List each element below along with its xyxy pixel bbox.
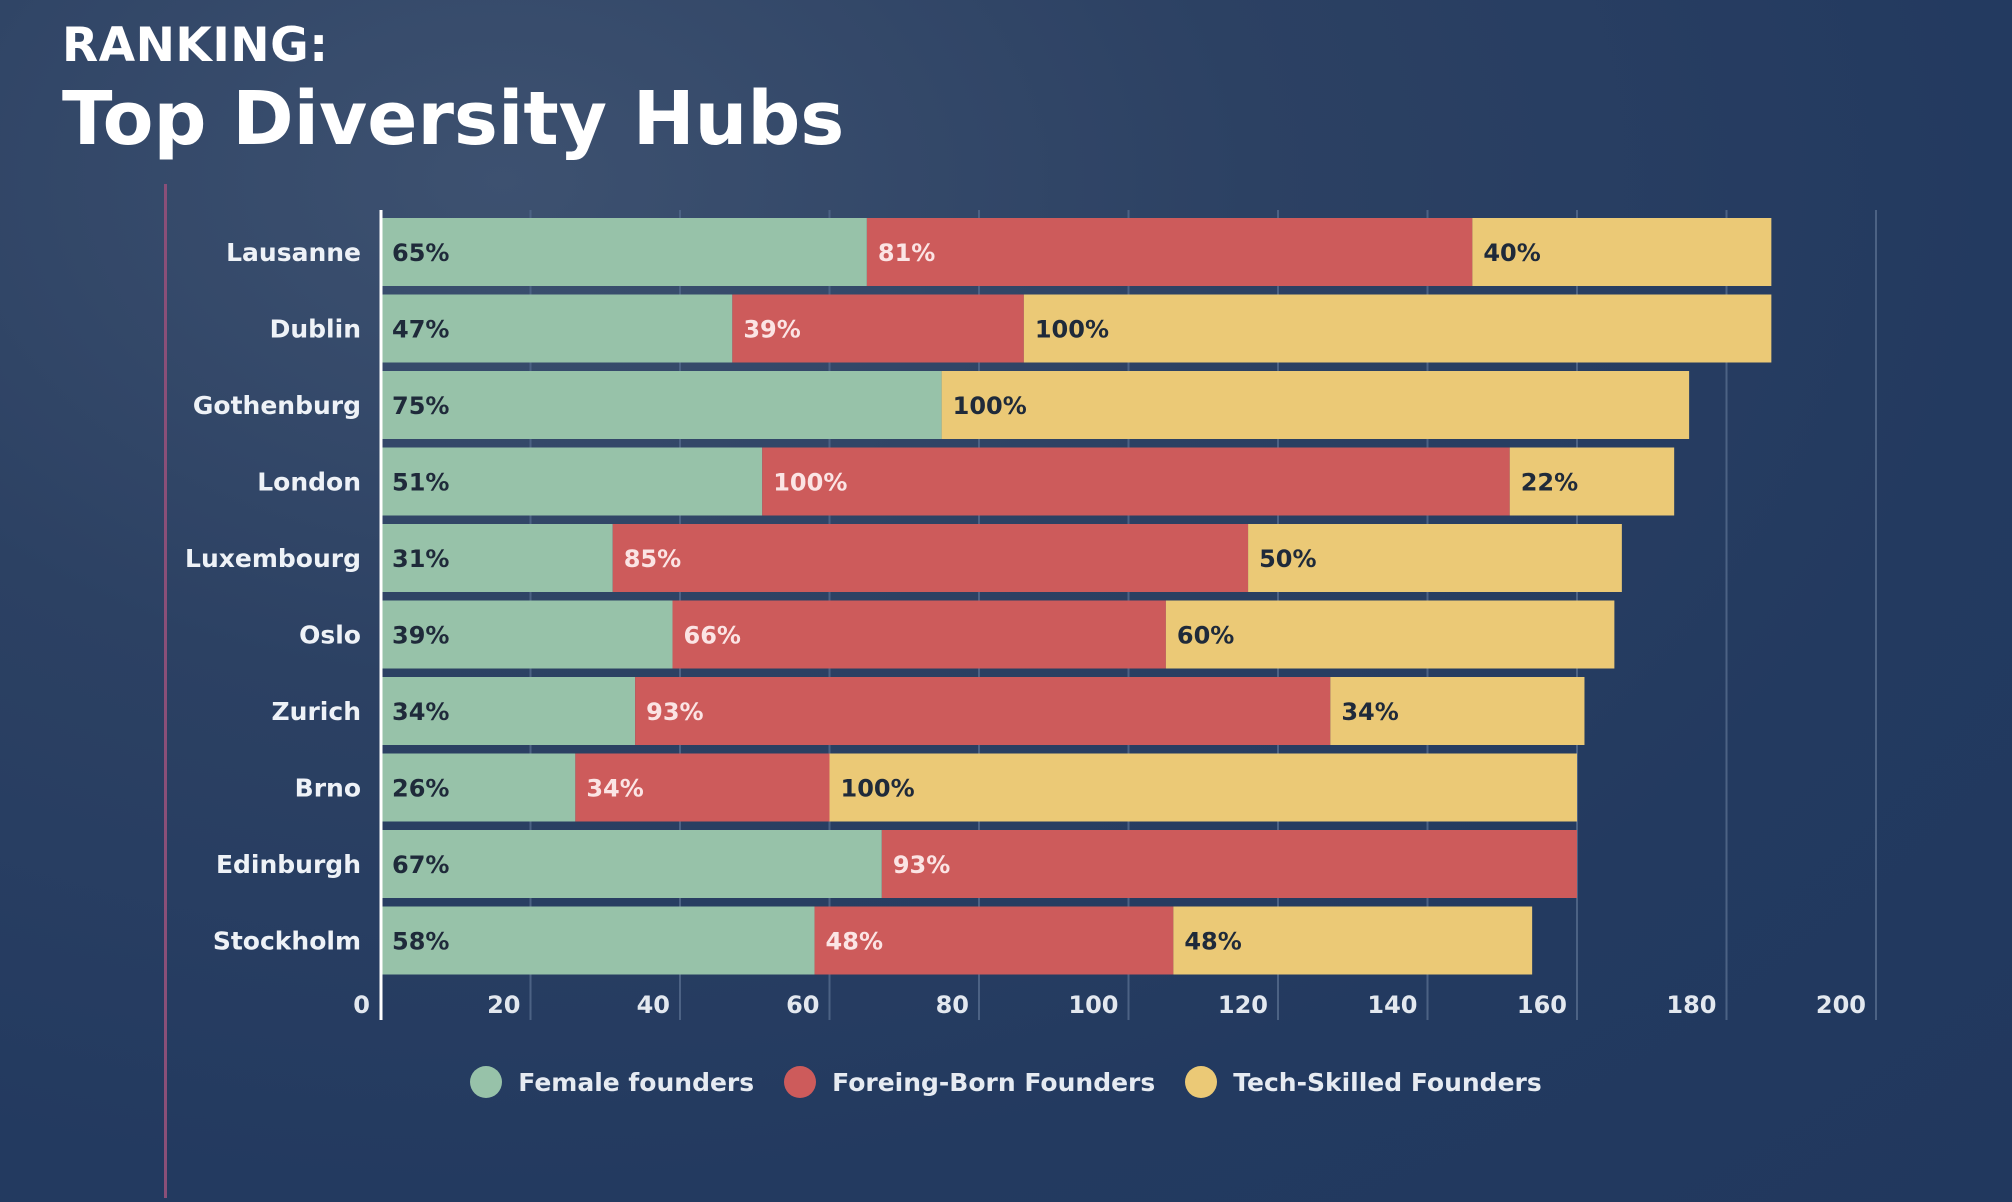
data-label-foreign-born: 93% bbox=[893, 851, 950, 879]
bar-segment-foreign-born bbox=[575, 753, 830, 822]
category-label: Oslo bbox=[299, 621, 361, 650]
bar-segment-female bbox=[381, 218, 867, 286]
legend-swatch-foreign-born bbox=[784, 1066, 817, 1098]
data-label-female: 58% bbox=[392, 928, 449, 956]
bar-segment-foreign-born bbox=[866, 218, 1473, 286]
bar-segment-foreign-born bbox=[814, 906, 1174, 975]
bar-segment-female bbox=[381, 447, 763, 516]
data-label-foreign-born: 81% bbox=[878, 239, 935, 267]
category-label: Luxembourg bbox=[185, 544, 361, 573]
x-tick-label: 20 bbox=[487, 991, 520, 1019]
bar-segment-foreign-born bbox=[732, 294, 1024, 363]
x-tick-label: 120 bbox=[1218, 991, 1268, 1019]
data-label-tech-skilled: 50% bbox=[1259, 545, 1316, 573]
data-label-female: 39% bbox=[392, 622, 449, 650]
legend-label-female: Female founders bbox=[518, 1067, 755, 1097]
category-label: Brno bbox=[295, 774, 361, 803]
legend-label-tech-skilled: Tech-Skilled Founders bbox=[1233, 1067, 1542, 1097]
x-tick-label: 0 bbox=[353, 991, 370, 1019]
data-label-foreign-born: 39% bbox=[743, 316, 800, 344]
legend-label-foreign-born: Foreing-Born Founders bbox=[832, 1067, 1156, 1097]
data-label-female: 75% bbox=[392, 392, 449, 420]
data-label-foreign-born: 93% bbox=[646, 698, 703, 726]
bar-segment-tech-skilled bbox=[1509, 447, 1675, 516]
bar-segment-tech-skilled bbox=[1330, 677, 1585, 745]
data-label-foreign-born: 100% bbox=[773, 469, 847, 497]
category-label: Edinburgh bbox=[216, 850, 361, 879]
bar-segment-female bbox=[381, 753, 576, 822]
bar-segment-foreign-born bbox=[881, 830, 1577, 898]
data-label-female: 31% bbox=[392, 545, 449, 573]
bar-segment-tech-skilled bbox=[1023, 294, 1772, 363]
data-label-female: 34% bbox=[392, 698, 449, 726]
bar-segment-tech-skilled bbox=[1472, 218, 1772, 286]
category-label: Lausanne bbox=[226, 238, 361, 267]
x-tick-label: 80 bbox=[936, 991, 969, 1019]
bar-segment-tech-skilled bbox=[1173, 906, 1533, 975]
category-label: Zurich bbox=[272, 697, 361, 726]
bar-segment-tech-skilled bbox=[941, 371, 1690, 439]
x-tick-label: 140 bbox=[1367, 991, 1417, 1019]
bar-segment-female bbox=[381, 677, 636, 745]
bar-segment-foreign-born bbox=[672, 600, 1166, 669]
data-label-foreign-born: 66% bbox=[684, 622, 741, 650]
x-tick-label: 60 bbox=[786, 991, 819, 1019]
data-label-foreign-born: 48% bbox=[826, 928, 883, 956]
bar-segment-foreign-born bbox=[612, 524, 1249, 592]
data-label-female: 47% bbox=[392, 316, 449, 344]
x-tick-label: 40 bbox=[637, 991, 670, 1019]
data-label-female: 67% bbox=[392, 851, 449, 879]
decorative-side-rule bbox=[164, 184, 167, 1198]
data-label-tech-skilled: 100% bbox=[841, 775, 915, 803]
bar-segment-tech-skilled bbox=[1165, 600, 1615, 669]
legend-swatch-female bbox=[470, 1066, 503, 1098]
data-label-foreign-born: 34% bbox=[586, 775, 643, 803]
data-label-tech-skilled: 48% bbox=[1184, 928, 1241, 956]
chart-kicker: RANKING: bbox=[62, 18, 329, 73]
bar-segment-female bbox=[381, 906, 815, 975]
bar-segment-female bbox=[381, 830, 882, 898]
x-tick-label: 180 bbox=[1666, 991, 1716, 1019]
legend-item-tech-skilled: Tech-Skilled Founders bbox=[1185, 1066, 1542, 1098]
data-label-tech-skilled: 40% bbox=[1483, 239, 1540, 267]
x-tick-label: 160 bbox=[1517, 991, 1567, 1019]
data-label-tech-skilled: 22% bbox=[1521, 469, 1578, 497]
data-label-tech-skilled: 100% bbox=[953, 392, 1027, 420]
data-label-tech-skilled: 100% bbox=[1035, 316, 1109, 344]
x-tick-label: 100 bbox=[1068, 991, 1118, 1019]
bar-segment-female bbox=[381, 600, 673, 669]
data-label-female: 65% bbox=[392, 239, 449, 267]
category-label: London bbox=[257, 468, 361, 497]
category-label: Stockholm bbox=[213, 927, 361, 956]
chart-title: Top Diversity Hubs bbox=[62, 76, 845, 162]
legend-item-female: Female founders bbox=[470, 1066, 754, 1098]
category-label: Gothenburg bbox=[193, 391, 361, 420]
bar-segment-female bbox=[381, 371, 942, 439]
data-label-tech-skilled: 34% bbox=[1341, 698, 1398, 726]
legend-swatch-tech-skilled bbox=[1185, 1066, 1218, 1098]
legend-item-foreign-born: Foreing-Born Founders bbox=[784, 1066, 1155, 1098]
chart-legend: Female founders Foreing-Born Founders Te… bbox=[0, 1066, 2012, 1098]
x-tick-label: 200 bbox=[1816, 991, 1866, 1019]
bar-segment-female bbox=[381, 294, 733, 363]
bar-segment-female bbox=[381, 524, 613, 592]
category-label: Dublin bbox=[270, 315, 361, 344]
data-label-female: 26% bbox=[392, 775, 449, 803]
bar-segment-tech-skilled bbox=[1248, 524, 1622, 592]
bar-segment-foreign-born bbox=[635, 677, 1331, 745]
data-label-female: 51% bbox=[392, 469, 449, 497]
bar-segment-tech-skilled bbox=[829, 753, 1577, 822]
data-label-tech-skilled: 60% bbox=[1177, 622, 1234, 650]
chart-header: RANKING: Top Diversity Hubs bbox=[62, 18, 844, 162]
data-label-foreign-born: 85% bbox=[624, 545, 681, 573]
bar-segment-foreign-born bbox=[762, 447, 1510, 516]
